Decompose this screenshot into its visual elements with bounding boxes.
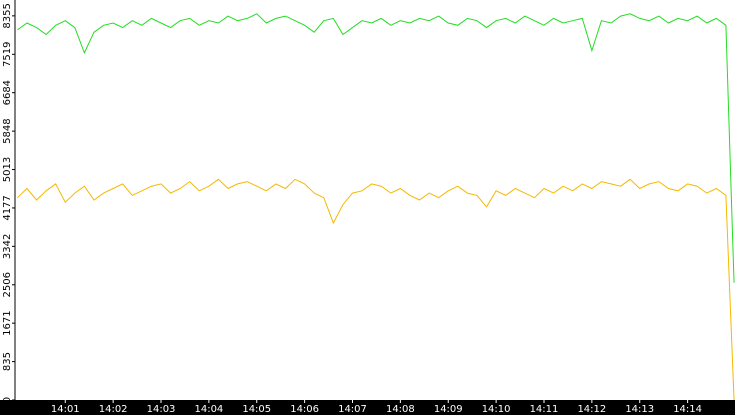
x-tick-label: 14:09: [434, 404, 463, 415]
x-tick-label: 14:14: [673, 404, 702, 415]
x-tick-label: 14:01: [51, 404, 80, 415]
y-tick-label: 2506: [2, 272, 13, 297]
x-tick-label: 14:02: [99, 404, 128, 415]
y-tick-label: 5848: [2, 118, 13, 143]
x-tick-label: 14:06: [290, 404, 319, 415]
x-tick-label: 14:07: [338, 404, 367, 415]
x-tick-label: 14:13: [625, 404, 654, 415]
y-tick-label: 835: [2, 352, 13, 371]
x-tick-label: 14:08: [386, 404, 415, 415]
series-line: [17, 178, 735, 401]
x-tick-label: 14:04: [194, 404, 223, 415]
y-tick-label: 1671: [2, 310, 13, 335]
y-tick-label: 8355: [2, 3, 13, 28]
x-tick-label: 14:05: [242, 404, 271, 415]
y-tick-label: 5013: [2, 157, 13, 182]
series-line: [17, 13, 735, 283]
x-tick-label: 14:03: [147, 404, 176, 415]
x-axis-bar: [0, 400, 735, 415]
y-tick-label: 0: [2, 397, 13, 403]
x-tick-label: 14:10: [482, 404, 511, 415]
y-tick-label: 3342: [2, 234, 13, 259]
y-tick-label: 4177: [2, 195, 13, 220]
x-tick-label: 14:11: [530, 404, 559, 415]
y-tick-label: 7519: [2, 42, 13, 67]
x-tick-label: 14:12: [577, 404, 606, 415]
y-tick-label: 6684: [2, 80, 13, 105]
